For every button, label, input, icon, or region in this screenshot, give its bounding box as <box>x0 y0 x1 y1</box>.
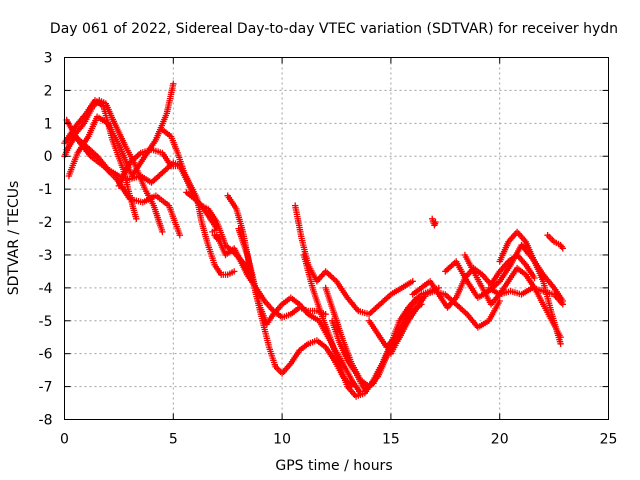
series-track <box>544 232 566 252</box>
series-track <box>183 189 220 236</box>
series-track <box>485 284 566 308</box>
axis-ticks: 0 5 10 15 20 25 -8 -7 -6 -5 -4 -3 -2 -1 0 1 2 3 <box>39 51 618 448</box>
data-marks <box>61 80 566 400</box>
y-tick-label: -5 <box>39 314 53 330</box>
series-track <box>409 251 538 311</box>
plus-markers <box>235 225 364 397</box>
x-tick-label: 0 <box>60 432 69 448</box>
x-tick-label: 20 <box>491 432 509 448</box>
x-tick-label: 10 <box>273 432 291 448</box>
series-track <box>429 215 439 229</box>
plot-frame <box>64 57 609 420</box>
plus-markers <box>496 228 564 347</box>
y-tick-label: 0 <box>44 149 53 165</box>
x-tick-label: 5 <box>169 432 178 448</box>
plus-markers <box>211 232 223 242</box>
chart-title: Day 061 of 2022, Sidereal Day-to-day VTE… <box>50 21 618 37</box>
plus-markers <box>485 284 566 308</box>
y-tick-label: -1 <box>39 182 53 198</box>
y-tick-label: -4 <box>39 281 53 297</box>
x-axis-label: GPS time / hours <box>275 458 392 474</box>
y-tick-label: -3 <box>39 248 53 264</box>
y-tick-label: -8 <box>39 413 53 429</box>
plus-markers <box>292 202 416 318</box>
y-tick-label: -2 <box>39 215 53 231</box>
plus-markers <box>429 215 439 229</box>
y-tick-label: 1 <box>44 116 53 132</box>
y-tick-label: -7 <box>39 380 53 396</box>
x-tick-label: 25 <box>600 432 618 448</box>
plus-markers <box>183 189 220 236</box>
y-tick-label: 3 <box>44 51 53 67</box>
x-tick-label: 15 <box>382 432 400 448</box>
series-track <box>496 228 564 347</box>
y-tick-label: -6 <box>39 347 53 363</box>
y-tick-label: 2 <box>44 83 53 99</box>
series-track <box>235 225 364 397</box>
plus-markers <box>544 232 566 252</box>
y-axis-label: SDTVAR / TECUs <box>6 181 22 296</box>
plus-markers <box>409 251 538 311</box>
series-track <box>61 97 166 236</box>
plus-markers <box>61 97 166 236</box>
series-track <box>292 202 416 318</box>
series-track <box>211 232 223 242</box>
